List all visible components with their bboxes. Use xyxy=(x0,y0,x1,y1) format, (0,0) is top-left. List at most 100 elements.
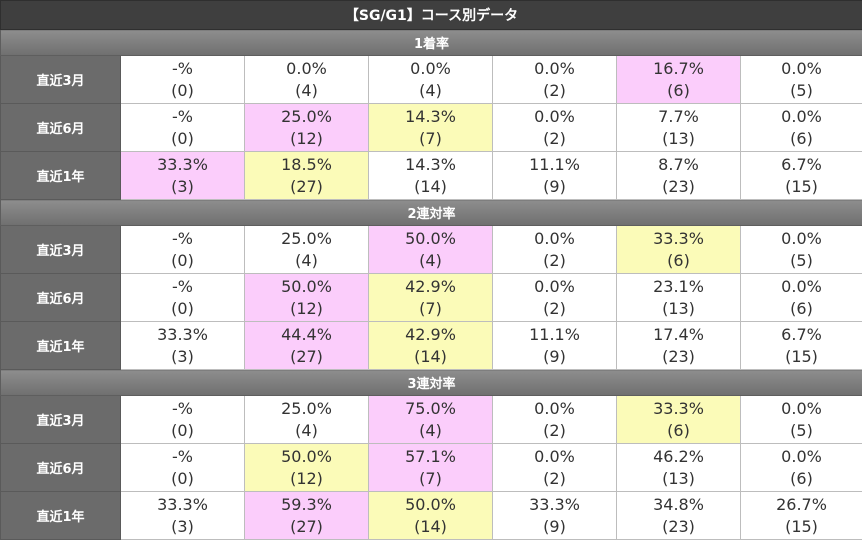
stat-percentage: 0.0% xyxy=(781,276,822,296)
stat-count: (9) xyxy=(543,516,566,536)
stat-count: (5) xyxy=(790,420,813,440)
row-label: 直近1年 xyxy=(0,321,121,370)
stat-cell: 0.0% (6) xyxy=(740,273,862,322)
stat-cell: 8.7% (23) xyxy=(616,151,741,200)
stat-percentage: 26.7% xyxy=(776,494,827,514)
stat-cell: 0.0% (2) xyxy=(492,395,617,444)
stat-count: (13) xyxy=(662,468,695,488)
stat-count: (7) xyxy=(419,468,442,488)
table-row: 直近3月 -% (0) 0.0% (4) 0.0% (4) 0.0% (2) 16.7% (6) 0.… xyxy=(0,55,862,104)
stat-percentage: 0.0% xyxy=(534,58,575,78)
row-label: 直近1年 xyxy=(0,491,121,540)
stat-percentage: 0.0% xyxy=(781,446,822,466)
stat-count: (4) xyxy=(419,250,442,270)
row-label: 直近3月 xyxy=(0,395,121,444)
stat-count: (27) xyxy=(290,176,323,196)
stat-count: (5) xyxy=(790,250,813,270)
stat-percentage: 0.0% xyxy=(534,106,575,126)
stat-percentage: -% xyxy=(172,106,193,126)
stat-percentage: 50.0% xyxy=(281,276,332,296)
stat-count: (9) xyxy=(543,176,566,196)
stat-cell: 17.4% (23) xyxy=(616,321,741,370)
stat-percentage: 0.0% xyxy=(534,228,575,248)
stat-cell: 0.0% (5) xyxy=(740,225,862,274)
stat-cell: 50.0% (4) xyxy=(368,225,493,274)
stat-count: (3) xyxy=(171,176,194,196)
table-row: 直近6月 -% (0) 50.0% (12) 42.9% (7) 0.0% (2) 23.1% (1… xyxy=(0,273,862,322)
row-label: 直近6月 xyxy=(0,273,121,322)
stat-cell: 50.0% (12) xyxy=(244,443,369,492)
row-label: 直近6月 xyxy=(0,103,121,152)
stat-count: (4) xyxy=(419,420,442,440)
stat-cell: 0.0% (4) xyxy=(244,55,369,104)
stat-cell: 23.1% (13) xyxy=(616,273,741,322)
stat-percentage: 11.1% xyxy=(529,324,580,344)
stat-percentage: -% xyxy=(172,446,193,466)
stat-cell: 33.3% (6) xyxy=(616,225,741,274)
stat-percentage: 0.0% xyxy=(781,106,822,126)
stat-percentage: 75.0% xyxy=(405,398,456,418)
table-row: 直近6月 -% (0) 50.0% (12) 57.1% (7) 0.0% (2) 46.2% (1… xyxy=(0,443,862,492)
stat-percentage: 8.7% xyxy=(658,154,699,174)
stat-percentage: -% xyxy=(172,398,193,418)
stat-percentage: 59.3% xyxy=(281,494,332,514)
stat-cell: 11.1% (9) xyxy=(492,151,617,200)
stat-count: (2) xyxy=(543,80,566,100)
stat-cell: 0.0% (4) xyxy=(368,55,493,104)
stat-cell: 6.7% (15) xyxy=(740,321,862,370)
stat-cell: 44.4% (27) xyxy=(244,321,369,370)
table-title: 【SG/G1】コース別データ xyxy=(0,0,862,30)
stat-percentage: 16.7% xyxy=(653,58,704,78)
stat-count: (23) xyxy=(662,176,695,196)
stat-count: (4) xyxy=(295,80,318,100)
stat-cell: 0.0% (6) xyxy=(740,443,862,492)
stat-cell: 0.0% (2) xyxy=(492,273,617,322)
stat-cell: 0.0% (2) xyxy=(492,103,617,152)
stat-cell: 11.1% (9) xyxy=(492,321,617,370)
stat-count: (6) xyxy=(790,128,813,148)
stat-count: (0) xyxy=(171,128,194,148)
stat-count: (13) xyxy=(662,298,695,318)
stat-percentage: 0.0% xyxy=(410,58,451,78)
stat-percentage: 33.3% xyxy=(653,228,704,248)
stat-count: (2) xyxy=(543,298,566,318)
stat-count: (27) xyxy=(290,346,323,366)
stat-count: (2) xyxy=(543,468,566,488)
stat-percentage: 50.0% xyxy=(405,228,456,248)
stat-percentage: 6.7% xyxy=(781,324,822,344)
stat-count: (7) xyxy=(419,298,442,318)
stat-percentage: 25.0% xyxy=(281,106,332,126)
stat-percentage: 14.3% xyxy=(405,106,456,126)
stat-cell: 18.5% (27) xyxy=(244,151,369,200)
stat-cell: 6.7% (15) xyxy=(740,151,862,200)
stat-cell: 59.3% (27) xyxy=(244,491,369,540)
section-header: 3連対率 xyxy=(0,369,862,396)
stat-count: (12) xyxy=(290,128,323,148)
stat-count: (4) xyxy=(295,420,318,440)
stat-percentage: 50.0% xyxy=(281,446,332,466)
stat-count: (7) xyxy=(419,128,442,148)
stat-count: (6) xyxy=(667,250,690,270)
stat-count: (0) xyxy=(171,468,194,488)
section-header: 1着率 xyxy=(0,29,862,56)
stat-count: (2) xyxy=(543,250,566,270)
row-label: 直近3月 xyxy=(0,55,121,104)
stat-count: (0) xyxy=(171,80,194,100)
table-row: 直近1年 33.3% (3) 59.3% (27) 50.0% (14) 33.3% (9) 34… xyxy=(0,491,862,540)
stat-percentage: -% xyxy=(172,58,193,78)
table-row: 直近6月 -% (0) 25.0% (12) 14.3% (7) 0.0% (2) 7.7% (13… xyxy=(0,103,862,152)
stat-percentage: 6.7% xyxy=(781,154,822,174)
stat-percentage: 42.9% xyxy=(405,276,456,296)
stat-count: (13) xyxy=(662,128,695,148)
stat-cell: 0.0% (2) xyxy=(492,225,617,274)
stat-cell: 25.0% (4) xyxy=(244,395,369,444)
stat-count: (9) xyxy=(543,346,566,366)
table-title-row: 【SG/G1】コース別データ xyxy=(0,0,862,30)
section-header: 2連対率 xyxy=(0,199,862,226)
stat-count: (2) xyxy=(543,420,566,440)
stat-cell: -% (0) xyxy=(120,443,245,492)
stat-percentage: 50.0% xyxy=(405,494,456,514)
stat-count: (5) xyxy=(790,80,813,100)
stat-cell: 50.0% (14) xyxy=(368,491,493,540)
stat-percentage: 7.7% xyxy=(658,106,699,126)
